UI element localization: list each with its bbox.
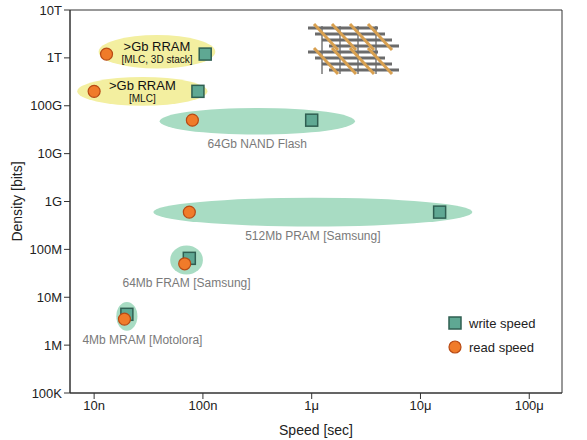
svg-text:1M: 1M [44,338,62,353]
svg-text:100K: 100K [32,386,63,401]
svg-text:>Gb RRAM: >Gb RRAM [109,78,176,93]
svg-text:read speed: read speed [469,340,534,355]
svg-text:512Mb PRAM [Samsung]: 512Mb PRAM [Samsung] [245,229,380,243]
svg-text:100n: 100n [188,398,217,413]
svg-text:Speed [sec]: Speed [sec] [279,422,353,438]
svg-text:[MLC, 3D stack]: [MLC, 3D stack] [121,54,192,65]
svg-text:[MLC]: [MLC] [129,93,156,104]
svg-text:64Gb NAND Flash: 64Gb NAND Flash [208,137,307,151]
svg-text:100M: 100M [29,242,62,257]
svg-text:64Mb FRAM [Samsung]: 64Mb FRAM [Samsung] [123,276,251,290]
svg-text:1G: 1G [45,194,62,209]
svg-text:4Mb MRAM [Motolora]: 4Mb MRAM [Motolora] [82,333,202,347]
svg-text:10μ: 10μ [409,398,431,413]
svg-text:Density [bits]: Density [bits] [9,161,25,241]
svg-text:10M: 10M [37,290,62,305]
svg-text:write speed: write speed [468,316,535,331]
svg-text:10T: 10T [40,3,62,18]
svg-text:1μ: 1μ [304,398,319,413]
svg-text:100μ: 100μ [515,398,544,413]
svg-text:1T: 1T [47,50,62,65]
svg-text:10n: 10n [83,398,105,413]
svg-text:100G: 100G [30,98,62,113]
svg-text:10G: 10G [37,146,62,161]
svg-text:>Gb RRAM: >Gb RRAM [124,39,191,54]
